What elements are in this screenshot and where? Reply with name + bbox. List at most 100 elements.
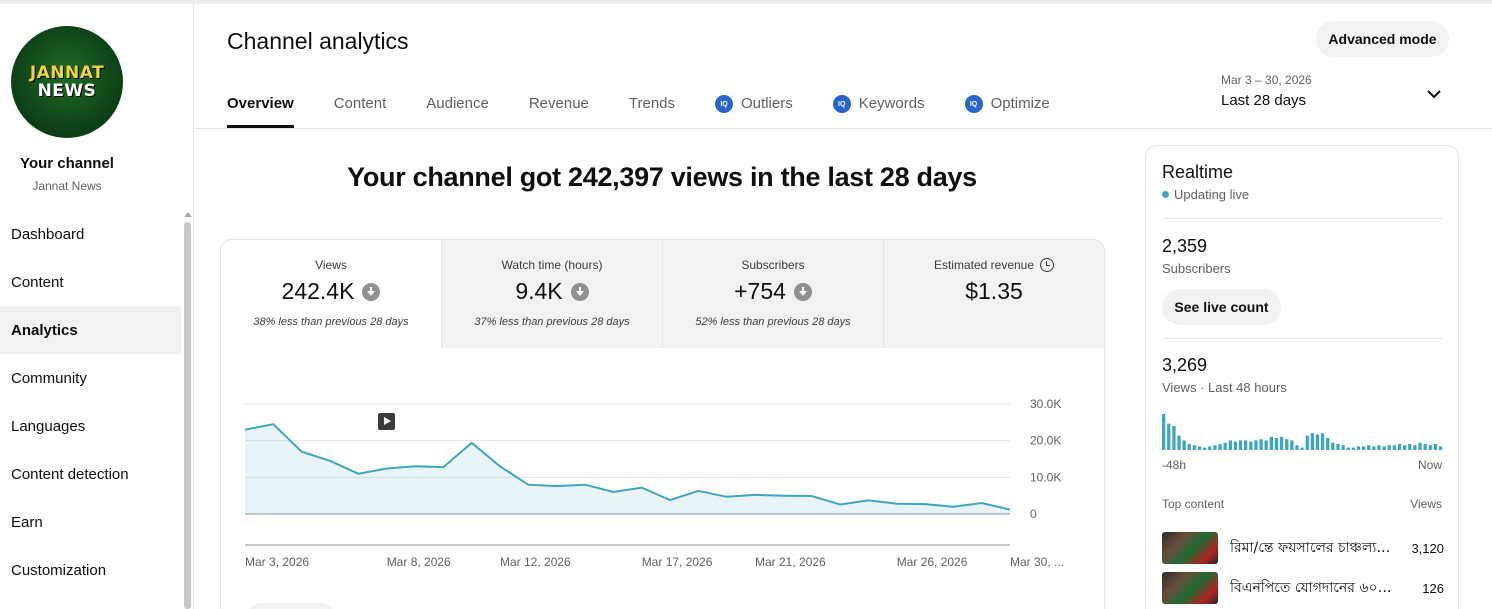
tab-bar-divider	[195, 128, 1492, 129]
realtime-subscribers-label: Subscribers	[1162, 261, 1231, 276]
sidebar-item-content-detection[interactable]: Content detection	[11, 465, 129, 483]
realtime-bar	[1397, 444, 1402, 450]
top-content-row[interactable]: বিএনপিতে যোগদানের ৬০০ নেতাকর্মী 126	[1162, 572, 1444, 604]
arrow-down-icon	[362, 282, 381, 301]
realtime-bar	[1172, 426, 1176, 450]
views-headline: Your channel got 242,397 views in the la…	[347, 162, 977, 192]
sidebar: JANNAT NEWS Your channel Jannat News Das…	[0, 4, 194, 609]
video-thumbnail[interactable]	[1162, 572, 1218, 604]
realtime-views-bar-chart	[1162, 414, 1443, 450]
tab-overview[interactable]: Overview	[227, 86, 294, 128]
realtime-bar	[1295, 445, 1299, 450]
metric-comparison: 37% less than previous 28 days	[474, 316, 630, 328]
realtime-bar	[1197, 446, 1202, 450]
date-period-label[interactable]: Last 28 days	[1221, 92, 1307, 109]
live-dot-icon	[1162, 191, 1169, 198]
metric-views[interactable]: Views 242.4K 38% less than previous 28 d…	[221, 240, 441, 348]
realtime-bar	[1423, 444, 1427, 450]
realtime-bar	[1249, 441, 1253, 450]
realtime-bar	[1238, 440, 1243, 450]
metric-value: 9.4K	[515, 278, 563, 304]
realtime-bar	[1403, 445, 1407, 450]
tab-label: Trends	[628, 95, 676, 112]
metric-estimated-revenue[interactable]: Estimated revenue $1.35	[883, 240, 1104, 348]
tab-bar: Overview Content Audience Revenue Trends…	[227, 86, 1090, 128]
your-channel-label: Your channel	[20, 155, 114, 172]
tab-optimize[interactable]: IQ Optimize	[964, 86, 1050, 128]
realtime-bar	[1213, 445, 1217, 450]
sidebar-item-languages[interactable]: Languages	[11, 417, 86, 435]
vidiq-icon: IQ	[832, 95, 851, 113]
realtime-bar	[1233, 441, 1238, 450]
scroll-up-arrow-icon[interactable]	[184, 212, 192, 217]
video-title[interactable]: রিমা/ন্তে ফয়সালের চাঞ্চল্যকর তথ্য	[1230, 540, 1396, 556]
realtime-bar	[1300, 447, 1304, 450]
realtime-bar	[1167, 423, 1171, 450]
chevron-down-icon[interactable]	[1426, 86, 1442, 102]
clock-icon	[1040, 258, 1055, 272]
sidebar-item-community[interactable]: Community	[11, 369, 87, 387]
realtime-status: Updating live	[1162, 187, 1249, 202]
realtime-bar	[1387, 445, 1391, 450]
realtime-bar	[1433, 444, 1437, 450]
vidiq-icon: IQ	[964, 95, 983, 113]
realtime-bar	[1259, 439, 1263, 450]
realtime-bar	[1264, 440, 1268, 450]
sidebar-item-customization[interactable]: Customization	[11, 561, 107, 579]
metric-label: Subscribers	[741, 258, 805, 272]
date-range-text[interactable]: Mar 3 – 30, 2026	[1221, 73, 1312, 87]
channel-name: Jannat News	[32, 179, 102, 193]
video-views: 126	[1422, 580, 1444, 596]
divider	[1162, 218, 1442, 219]
tab-outliers[interactable]: IQ Outliers	[715, 86, 793, 128]
arrow-down-icon	[570, 282, 589, 301]
tab-audience[interactable]: Audience	[426, 86, 489, 128]
sidebar-scrollbar[interactable]	[184, 222, 191, 609]
sidebar-item-dashboard[interactable]: Dashboard	[11, 225, 85, 243]
realtime-bar	[1320, 433, 1325, 450]
metric-subscribers[interactable]: Subscribers +754 52% less than previous …	[662, 240, 883, 348]
realtime-bar	[1177, 435, 1181, 450]
realtime-bar	[1418, 442, 1422, 450]
tab-trends[interactable]: Trends	[629, 86, 675, 128]
realtime-bar	[1187, 444, 1191, 450]
arrow-down-icon	[793, 282, 812, 301]
video-title[interactable]: বিএনপিতে যোগদানের ৬০০ নেতাকর্মী	[1230, 580, 1396, 596]
metric-value: +754	[734, 278, 786, 304]
video-views: 3,120	[1411, 540, 1444, 556]
top-content-row[interactable]: রিমা/ন্তে ফয়সালের চাঞ্চল্যকর তথ্য 3,120	[1162, 532, 1444, 564]
sidebar-item-earn[interactable]: Earn	[11, 513, 43, 531]
realtime-bar	[1372, 446, 1376, 450]
realtime-bar	[1428, 445, 1432, 450]
x-tick-label: Mar 12, 2026	[500, 555, 571, 569]
logo-text-line2: NEWS	[37, 81, 97, 101]
y-tick-label: 30.0K	[1030, 397, 1061, 411]
realtime-bar	[1408, 444, 1412, 450]
metric-value-row: +754	[663, 278, 883, 305]
realtime-bar	[1341, 445, 1345, 450]
sidebar-item-analytics[interactable]: Analytics	[0, 306, 181, 354]
advanced-mode-button[interactable]: Advanced mode	[1316, 21, 1449, 57]
tab-keywords[interactable]: IQ Keywords	[832, 86, 925, 128]
realtime-bar	[1413, 445, 1417, 450]
play-icon[interactable]	[378, 413, 395, 430]
realtime-bar	[1269, 436, 1273, 450]
top-content-label: Top content	[1162, 497, 1225, 511]
channel-logo[interactable]: JANNAT NEWS	[11, 26, 123, 138]
tab-content[interactable]: Content	[334, 86, 387, 128]
sidebar-item-content[interactable]: Content	[11, 273, 64, 291]
tab-revenue[interactable]: Revenue	[529, 86, 589, 128]
realtime-bar	[1203, 447, 1207, 450]
realtime-bar	[1377, 445, 1381, 450]
realtime-bar	[1367, 445, 1371, 450]
metric-label-row: Estimated revenue	[884, 258, 1104, 272]
metric-watch-time[interactable]: Watch time (hours) 9.4K 37% less than pr…	[441, 240, 662, 348]
metric-label: Watch time (hours)	[501, 258, 603, 272]
see-more-button[interactable]	[246, 603, 336, 609]
tab-label: Audience	[426, 95, 489, 112]
see-live-count-button[interactable]: See live count	[1162, 289, 1281, 325]
video-thumbnail[interactable]	[1162, 532, 1218, 564]
tab-label: Outliers	[741, 95, 793, 112]
overview-card: Views 242.4K 38% less than previous 28 d…	[220, 239, 1105, 609]
metric-value-row: 9.4K	[442, 278, 662, 305]
